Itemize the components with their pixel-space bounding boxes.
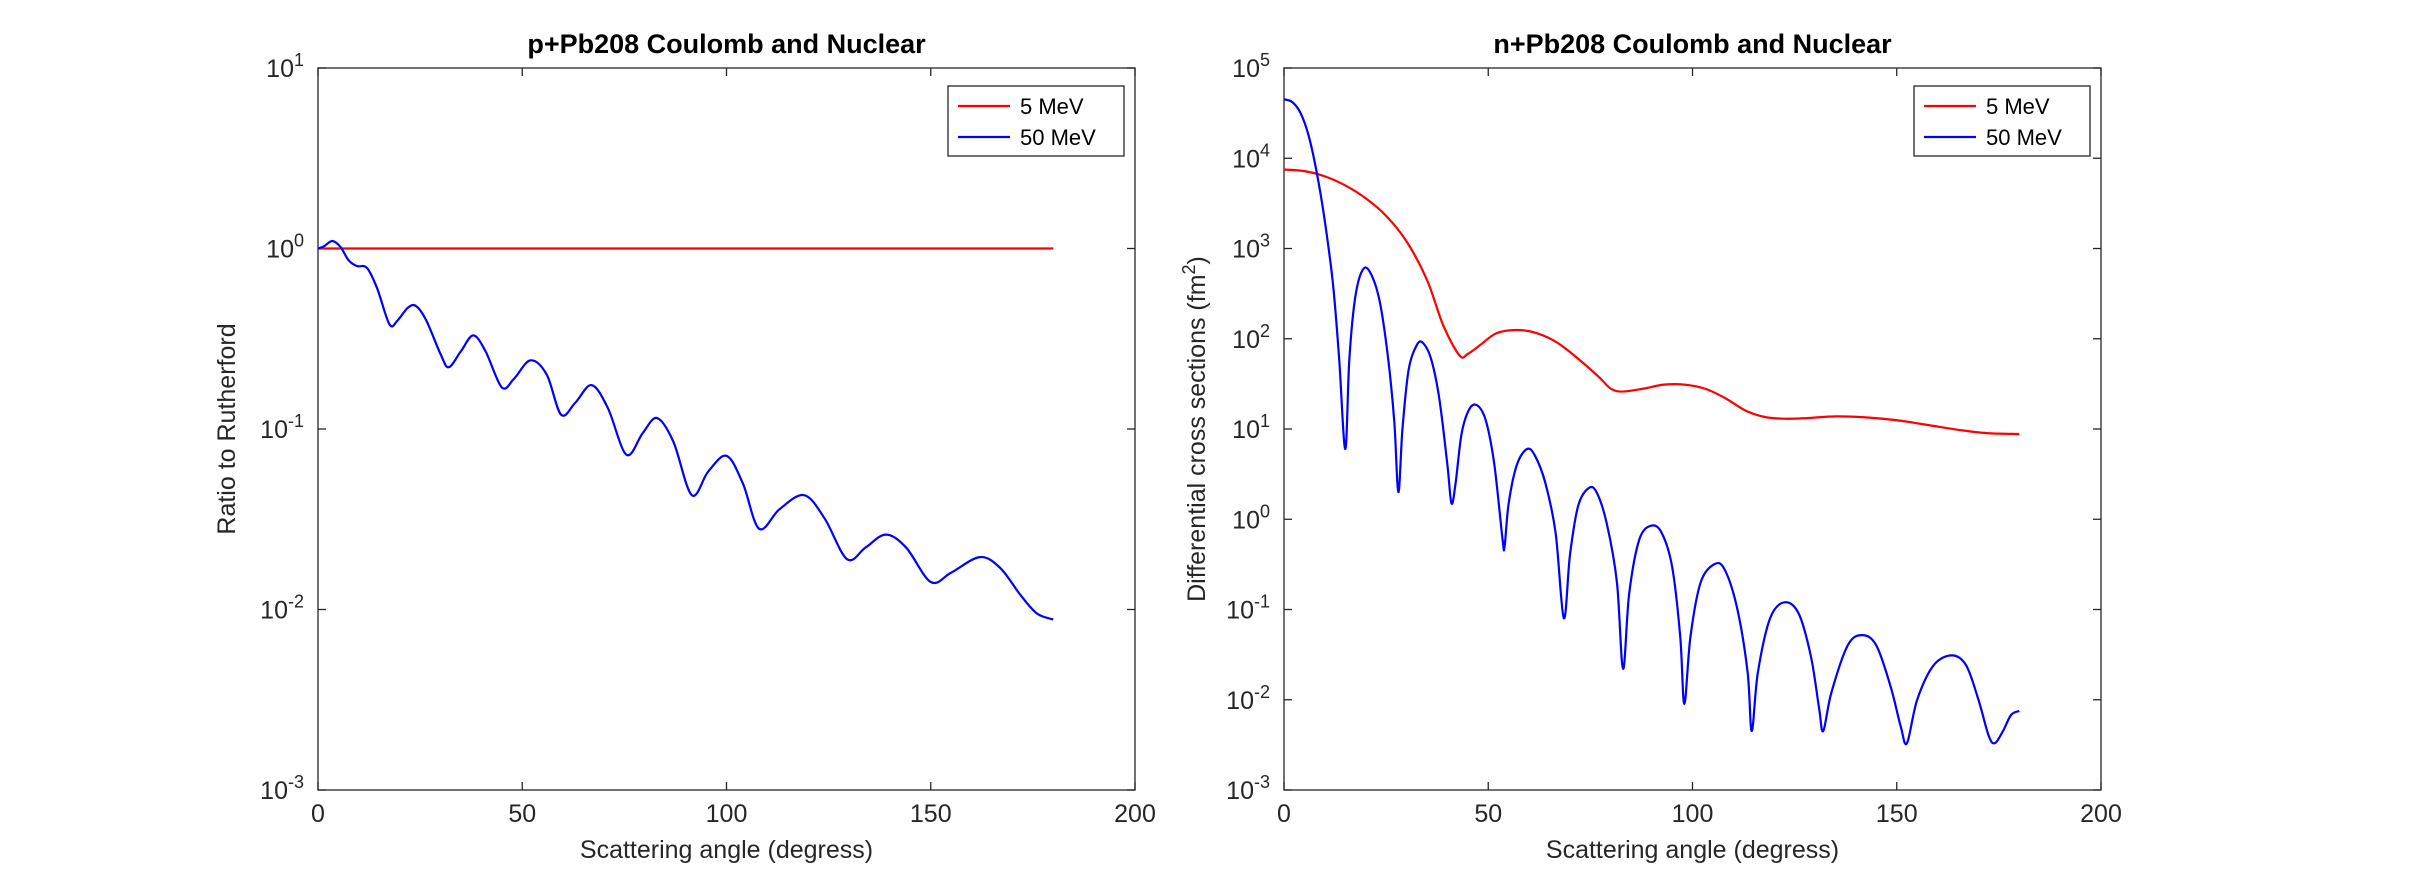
chart-title: p+Pb208 Coulomb and Nuclear (527, 29, 926, 59)
y-tick-label: 100 (266, 231, 304, 264)
x-tick-label: 150 (910, 800, 952, 828)
legend-label: 5 MeV (1020, 94, 1084, 119)
y-tick-label: 10-2 (1226, 682, 1270, 715)
y-tick-label: 105 (1232, 50, 1270, 83)
y-tick-label: 102 (1232, 321, 1270, 354)
x-tick-label: 200 (1114, 800, 1156, 828)
x-tick-label: 150 (1876, 800, 1918, 828)
legend-label: 50 MeV (1986, 125, 2062, 150)
x-tick-label: 200 (2080, 800, 2122, 828)
plot-area-box (317, 67, 1136, 791)
legend-label: 5 MeV (1986, 94, 2050, 119)
y-tick-label: 100 (1232, 501, 1270, 534)
x-tick-label: 50 (1474, 800, 1502, 828)
x-axis-label: Scattering angle (degress) (1546, 836, 1839, 864)
y-tick-label: 103 (1232, 231, 1270, 264)
x-tick-label: 0 (1277, 800, 1291, 828)
x-tick-label: 0 (311, 800, 325, 828)
y-tick-label: 101 (266, 50, 304, 83)
y-axis-label: Differential cross sections (fm2) (1179, 256, 1211, 602)
x-axis-label: Scattering angle (degress) (580, 836, 873, 864)
x-tick-label: 100 (1672, 800, 1714, 828)
legend-label: 50 MeV (1020, 125, 1096, 150)
legend-box (947, 85, 1125, 157)
plot-area-box (1283, 67, 2102, 791)
series-line-50-mev (1284, 98, 2020, 746)
y-tick-label: 10-1 (1226, 592, 1270, 625)
legend: 5 MeV 50 MeV (1913, 85, 2091, 157)
chart-2: 0 50 100 150 200 10-3 10-2 10-1 100 101 102 103 104 1… (1179, 29, 2122, 864)
y-tick-label: 10-2 (260, 592, 304, 625)
legend-box (1913, 85, 2091, 157)
legend: 5 MeV 50 MeV (947, 85, 1125, 157)
series-line-50-mev (318, 239, 1054, 621)
y-tick-label: 10-3 (260, 772, 304, 805)
series-line-5-mev (1284, 168, 2020, 436)
y-axis-label: Ratio to Rutherford (213, 323, 241, 534)
y-tick-label: 101 (1232, 411, 1270, 444)
chart-1: 0 50 100 150 200 10-3 10-2 10-1 100 101 p+Pb208 Co… (213, 29, 1156, 864)
x-tick-label: 50 (508, 800, 536, 828)
chart-title: n+Pb208 Coulomb and Nuclear (1493, 29, 1892, 59)
y-tick-label: 10-1 (260, 411, 304, 444)
x-tick-label: 100 (706, 800, 748, 828)
y-tick-label: 104 (1232, 140, 1270, 173)
y-tick-label: 10-3 (1226, 772, 1270, 805)
